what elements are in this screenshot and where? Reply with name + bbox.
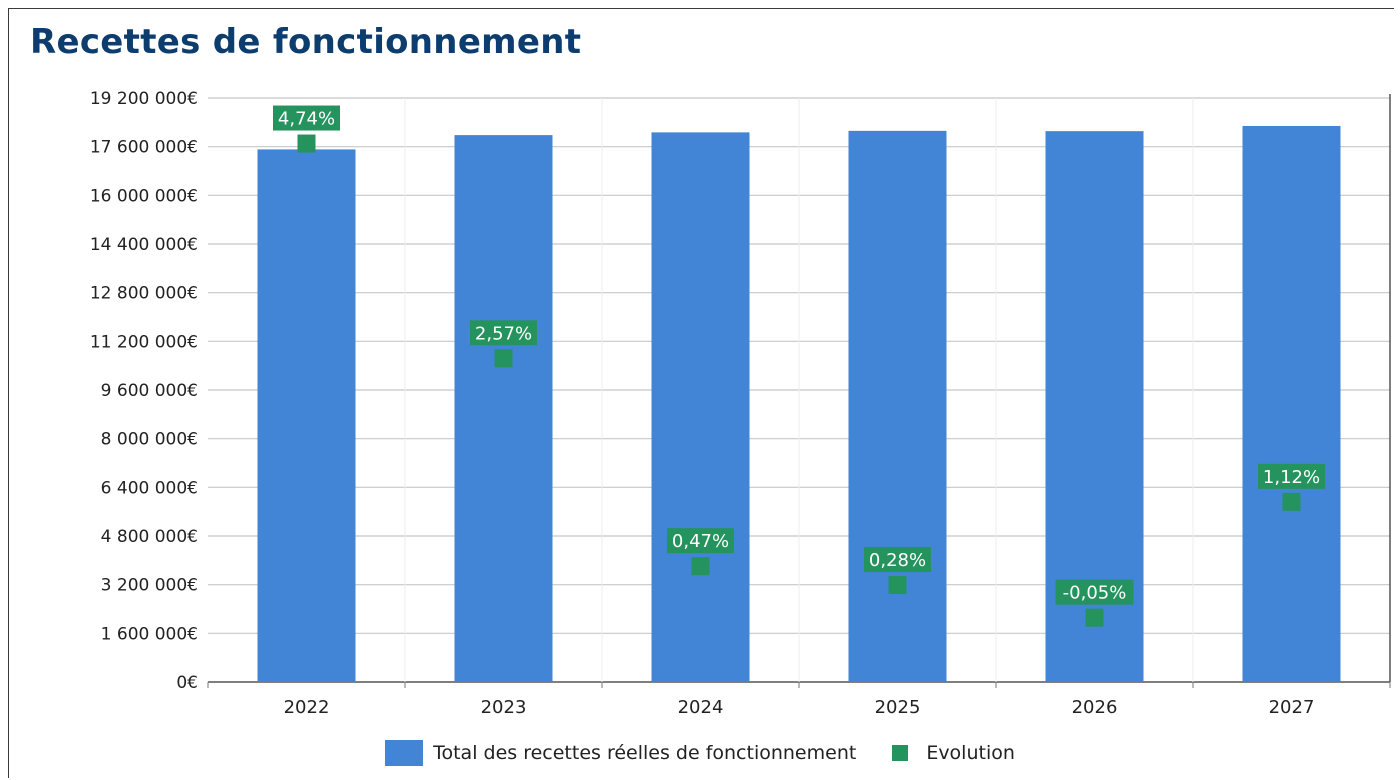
evolution-data-label: 0,47% <box>672 531 729 552</box>
legend: Total des recettes réelles de fonctionne… <box>0 738 1400 768</box>
bar <box>848 130 947 683</box>
evolution-data-label: 1,12% <box>1263 467 1320 488</box>
y-tick-label: 14 400 000€ <box>90 235 198 255</box>
evolution-label-bg <box>470 320 537 346</box>
x-tick-label: 2024 <box>678 697 724 718</box>
y-tick-label: 16 000 000€ <box>90 186 198 206</box>
legend-swatch-evolution <box>892 745 909 761</box>
y-tick-label: 1 600 000€ <box>101 624 198 644</box>
y-tick-label: 9 600 000€ <box>101 381 198 401</box>
x-tick-label: 2025 <box>875 697 921 718</box>
bar <box>454 135 553 682</box>
y-tick-label: 4 800 000€ <box>101 527 198 547</box>
chart-frame <box>8 8 1394 778</box>
x-tick-label: 2027 <box>1269 697 1315 718</box>
evolution-data-label: 2,57% <box>475 323 532 344</box>
legend-swatch-total <box>385 740 424 766</box>
y-tick-label: 3 200 000€ <box>101 576 198 596</box>
bar <box>651 132 750 682</box>
y-tick-label: 19 200 000€ <box>90 89 198 109</box>
evolution-label-bg <box>864 546 931 572</box>
evolution-point <box>888 575 907 594</box>
evolution-label-bg <box>1055 579 1134 605</box>
y-tick-label: 8 000 000€ <box>101 430 198 450</box>
legend-item-total[interactable]: Total des recettes réelles de fonctionne… <box>385 740 856 766</box>
legend-label-total: Total des recettes réelles de fonctionne… <box>433 742 857 764</box>
bar <box>257 149 356 682</box>
bar <box>1242 125 1341 682</box>
evolution-point <box>691 557 710 576</box>
y-tick-label: 11 200 000€ <box>90 332 198 352</box>
y-tick-label: 6 400 000€ <box>101 478 198 498</box>
y-tick-label: 12 800 000€ <box>90 284 198 304</box>
x-tick-label: 2026 <box>1072 697 1118 718</box>
y-tick-label: 17 600 000€ <box>90 138 198 158</box>
evolution-label-bg <box>273 105 340 131</box>
y-tick-label: 0€ <box>176 673 198 693</box>
evolution-data-label: -0,05% <box>1063 583 1127 604</box>
legend-label-evolution: Evolution <box>926 742 1015 764</box>
evolution-label-bg <box>1258 463 1325 489</box>
chart-title: Recettes de fonctionnement <box>30 22 582 62</box>
evolution-point <box>297 134 316 153</box>
evolution-data-label: 4,74% <box>278 109 335 130</box>
evolution-data-label: 0,28% <box>869 550 926 571</box>
evolution-point <box>494 349 513 368</box>
evolution-point <box>1085 608 1104 627</box>
evolution-label-bg <box>667 528 734 554</box>
x-tick-label: 2022 <box>284 697 330 718</box>
evolution-point <box>1282 492 1301 511</box>
x-tick-label: 2023 <box>481 697 527 718</box>
legend-item-evolution[interactable]: Evolution <box>892 742 1015 764</box>
